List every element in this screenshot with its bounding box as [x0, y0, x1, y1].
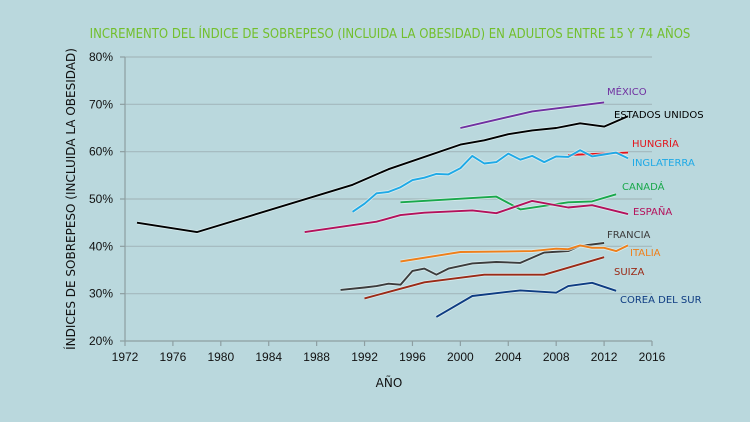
series-line-francia [340, 242, 605, 291]
x-tick-label: 1996 [399, 350, 426, 364]
x-tick-label: 2004 [495, 350, 522, 364]
x-tick-label: 2016 [639, 350, 666, 364]
series-label-francia: FRANCIA [607, 230, 651, 241]
series-label-corea-del-sur: COREA DEL SUR [620, 295, 702, 306]
y-tick-labels: 20% 30% 40% 50% 60% 70% 80% [89, 50, 113, 348]
series-label-hungria: HUNGRÍA [632, 137, 679, 150]
series-line-suiza [364, 256, 605, 300]
y-tick-label: 60% [89, 145, 113, 159]
series-labels: MÉXICO ESTADOS UNIDOS HUNGRÍA INGLATERRA CAN… [607, 85, 704, 306]
series-label-espana: ESPAÑA [633, 205, 672, 218]
y-tick-label: 20% [89, 334, 113, 348]
series-label-canada: CANADÁ [622, 180, 665, 193]
y-tick-label: 70% [89, 97, 113, 111]
y-tick-label: 40% [89, 239, 113, 253]
gridlines [125, 56, 652, 295]
series-line-espana [304, 199, 629, 234]
y-tick-label: 50% [89, 192, 113, 206]
series-halo-estados-unidos [136, 114, 629, 234]
x-tick-label: 1984 [255, 350, 282, 364]
series-label-mexico: MÉXICO [607, 85, 647, 98]
x-tick-label: 1972 [112, 350, 139, 364]
y-axis-label: ÍNDICES DE SOBREPESO (INCLUIDA LA OBESID… [63, 48, 78, 350]
x-tick-label: 1988 [303, 350, 330, 364]
y-tick-label: 30% [89, 287, 113, 301]
axes [120, 56, 653, 346]
x-tick-label: 1976 [160, 350, 187, 364]
series-line-mexico [460, 101, 605, 129]
y-tick-label: 80% [89, 50, 113, 64]
series-line-italia [400, 244, 629, 263]
series-line-canada [400, 193, 617, 211]
x-tick-labels: 1972 1976 1980 1984 1988 1992 1996 2000 2004 2008… [112, 350, 666, 364]
series-line-estados-unidos [136, 115, 629, 234]
chart-title: INCREMENTO DEL ÍNDICE DE SOBREPESO (INCL… [90, 26, 691, 42]
series-lines [136, 100, 629, 319]
x-tick-label: 2012 [591, 350, 618, 364]
x-tick-label: 2000 [447, 350, 474, 364]
series-line-inglaterra [352, 149, 629, 213]
series-label-italia: ITALIA [630, 248, 661, 259]
series-halo-corea-del-sur [435, 281, 617, 319]
series-line-corea-del-sur [435, 281, 617, 318]
x-tick-label: 1980 [207, 350, 234, 364]
x-axis-label: AÑO [376, 375, 403, 390]
x-tick-label: 2008 [543, 350, 570, 364]
series-label-suiza: SUIZA [614, 267, 644, 278]
series-label-estados-unidos: ESTADOS UNIDOS [614, 110, 704, 121]
series-label-inglaterra: INGLATERRA [632, 158, 695, 169]
x-tick-label: 1992 [351, 350, 378, 364]
